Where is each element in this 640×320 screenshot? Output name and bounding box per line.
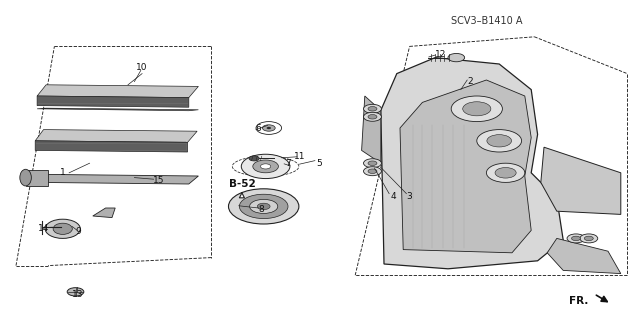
Text: B-52: B-52 [228, 179, 255, 189]
Text: 5: 5 [316, 159, 321, 168]
Circle shape [368, 161, 377, 165]
Circle shape [477, 130, 522, 152]
Text: 6: 6 [255, 124, 260, 132]
Circle shape [463, 102, 491, 116]
Circle shape [451, 96, 502, 122]
Circle shape [364, 159, 381, 168]
Circle shape [256, 122, 282, 134]
Polygon shape [541, 147, 621, 214]
Circle shape [239, 194, 288, 219]
Circle shape [580, 234, 598, 243]
Circle shape [448, 53, 465, 62]
Polygon shape [381, 58, 563, 269]
Circle shape [572, 236, 580, 241]
Text: 8: 8 [259, 205, 264, 214]
Text: SCV3–B1410 A: SCV3–B1410 A [451, 16, 522, 26]
Polygon shape [37, 96, 189, 107]
Polygon shape [35, 130, 197, 142]
Text: 14: 14 [38, 224, 49, 233]
Text: 7: 7 [285, 159, 291, 168]
Ellipse shape [20, 169, 31, 186]
Circle shape [486, 163, 525, 182]
Circle shape [267, 127, 271, 129]
Circle shape [368, 107, 377, 111]
Circle shape [567, 234, 585, 243]
Circle shape [364, 167, 381, 176]
Circle shape [249, 156, 259, 161]
Text: 4: 4 [390, 192, 396, 201]
Text: FR.: FR. [570, 296, 589, 306]
Text: 13: 13 [72, 290, 84, 299]
Polygon shape [37, 108, 198, 111]
Circle shape [364, 104, 381, 113]
Polygon shape [35, 141, 188, 152]
Text: 9: 9 [76, 228, 81, 236]
Circle shape [228, 189, 299, 224]
Circle shape [241, 154, 290, 179]
Text: 12: 12 [435, 50, 446, 59]
Circle shape [368, 169, 377, 173]
Polygon shape [547, 238, 621, 274]
Circle shape [67, 288, 84, 296]
Polygon shape [37, 174, 198, 184]
Circle shape [487, 135, 511, 147]
Circle shape [253, 160, 278, 173]
Circle shape [257, 203, 270, 210]
Text: 3: 3 [407, 192, 412, 201]
Circle shape [262, 125, 275, 131]
Circle shape [368, 115, 377, 119]
Text: 2: 2 [468, 77, 473, 86]
Circle shape [260, 164, 271, 169]
Polygon shape [37, 85, 198, 98]
Circle shape [364, 112, 381, 121]
Polygon shape [26, 170, 48, 186]
Text: 15: 15 [153, 176, 164, 185]
Ellipse shape [45, 219, 81, 238]
Polygon shape [93, 208, 115, 218]
Circle shape [250, 199, 278, 213]
Circle shape [495, 168, 516, 178]
Polygon shape [362, 96, 381, 163]
Text: 10: 10 [136, 63, 148, 72]
Text: 11: 11 [294, 152, 305, 161]
Text: 1: 1 [60, 168, 65, 177]
Polygon shape [400, 80, 531, 253]
Circle shape [584, 236, 593, 241]
Ellipse shape [53, 223, 72, 234]
